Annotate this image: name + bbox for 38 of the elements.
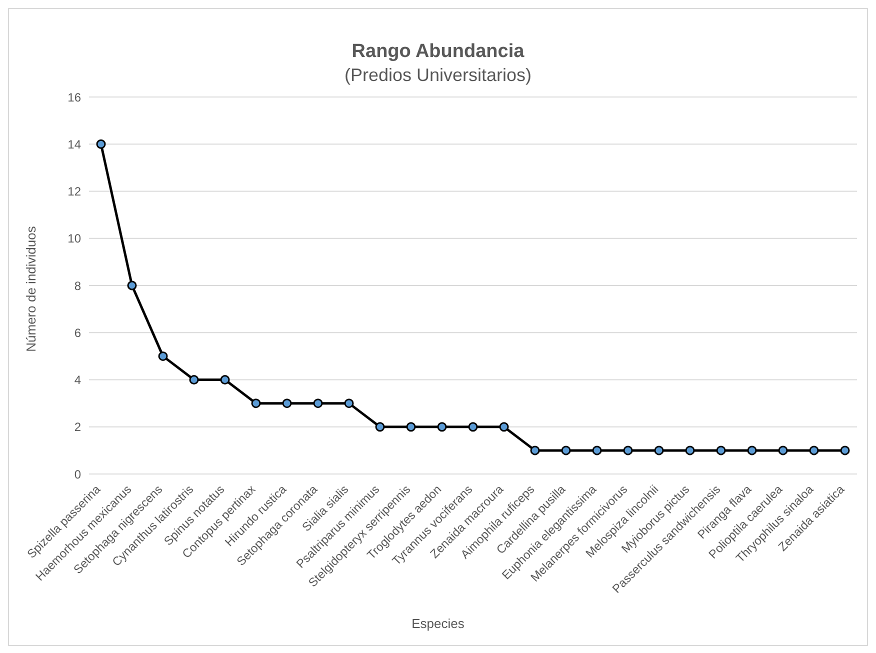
y-tick-label: 14 [68, 137, 82, 152]
point [747, 446, 757, 456]
point [778, 446, 788, 456]
y-tick-label: 10 [68, 232, 82, 246]
point [592, 446, 602, 456]
point [344, 398, 354, 408]
x-axis-title: Especies [410, 616, 466, 631]
point [468, 422, 478, 432]
point [437, 422, 447, 432]
point [189, 375, 199, 384]
y-tick-label: 8 [74, 278, 82, 293]
point [127, 280, 137, 290]
chart-subtitle: (Predios Universitarios) [343, 65, 533, 86]
point [220, 375, 230, 384]
point [685, 446, 695, 456]
y-tick-label: 6 [74, 326, 82, 340]
point [251, 398, 261, 408]
point [499, 422, 509, 432]
point [406, 422, 416, 432]
y-axis-title: Número de individuos [24, 226, 38, 352]
y-tick-label: 4 [74, 373, 82, 388]
point [158, 351, 168, 361]
point [530, 446, 540, 456]
point [96, 139, 106, 149]
point [716, 446, 726, 456]
y-tick-label: 16 [68, 90, 82, 104]
point [654, 446, 664, 456]
point [623, 446, 633, 456]
y-tick-label: 0 [74, 467, 82, 482]
y-tick-label: 2 [74, 420, 82, 434]
point [809, 446, 819, 456]
point [561, 446, 571, 456]
point [282, 398, 292, 408]
chart-title: Rango Abundancia [350, 41, 526, 63]
point [840, 446, 850, 456]
point [313, 398, 323, 408]
y-tick-label: 12 [68, 184, 82, 199]
point [375, 422, 385, 432]
